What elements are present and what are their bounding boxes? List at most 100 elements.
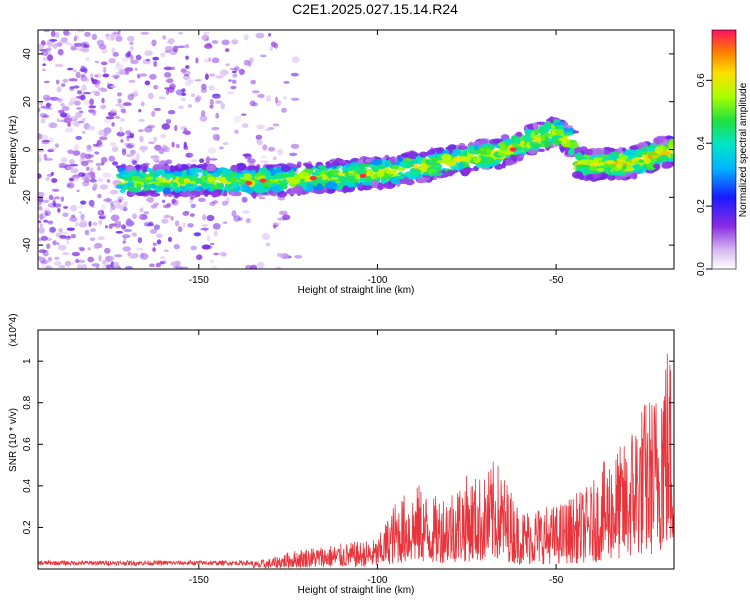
noise-blob: [141, 147, 145, 153]
noise-blob: [54, 63, 64, 68]
noise-blob: [96, 265, 99, 269]
noise-blob: [88, 171, 96, 176]
band-blob: [385, 169, 398, 175]
band-blob: [150, 183, 156, 190]
noise-blob: [199, 158, 205, 163]
band-blob: [189, 167, 200, 174]
noise-blob: [106, 82, 110, 89]
y-tick-label: -20: [22, 190, 33, 205]
noise-blob: [112, 51, 119, 57]
noise-blob: [69, 215, 77, 223]
band-blob: [585, 173, 594, 181]
band-blob: [320, 165, 325, 171]
band-blob: [287, 163, 297, 168]
noise-blob: [105, 255, 113, 262]
noise-blob: [182, 211, 190, 216]
noise-blob: [167, 110, 176, 115]
noise-blob: [50, 96, 59, 101]
noise-blob: [123, 237, 127, 242]
noise-blob: [103, 127, 112, 134]
bottom-x-axis-label: Height of straight line (km): [298, 585, 415, 596]
noise-blob: [47, 122, 57, 129]
noise-blob: [123, 102, 132, 106]
band-blob: [271, 185, 283, 193]
noise-blob: [153, 107, 161, 111]
noise-blob: [70, 116, 78, 122]
noise-blob: [252, 102, 258, 107]
band-blob: [409, 168, 422, 176]
noise-blob: [203, 31, 210, 35]
noise-blob: [86, 125, 96, 131]
noise-blob: [47, 43, 54, 48]
noise-blob: [55, 143, 59, 148]
band-blob: [469, 141, 474, 146]
noise-blob: [161, 218, 169, 224]
band-blob: [395, 175, 405, 180]
noise-blob: [187, 104, 193, 108]
noise-blob: [185, 55, 189, 60]
noise-blob: [61, 252, 70, 256]
noise-blob: [44, 265, 53, 269]
noise-blob: [171, 66, 176, 71]
band-blob: [137, 165, 142, 169]
noise-blob: [174, 220, 180, 227]
noise-blob: [41, 114, 50, 118]
noise-blob: [233, 116, 242, 123]
noise-blob: [70, 44, 74, 47]
noise-blob: [171, 141, 175, 148]
noise-blob: [53, 261, 62, 266]
noise-blob: [100, 88, 108, 92]
noise-blob: [121, 149, 127, 156]
noise-blob: [198, 197, 206, 202]
band-blob: [244, 170, 251, 174]
band-blob: [230, 164, 238, 172]
noise-blob: [64, 115, 72, 120]
noise-blob: [74, 258, 80, 264]
band-blob: [346, 182, 355, 188]
noise-blob: [281, 107, 287, 113]
band-blob: [331, 176, 339, 180]
noise-blob: [151, 110, 156, 117]
noise-blob: [269, 46, 273, 51]
noise-blob: [50, 171, 54, 176]
band-blob: [286, 189, 293, 194]
noise-blob: [242, 210, 250, 214]
y-tick-label: 0.2: [22, 520, 33, 534]
band-blob: [259, 188, 270, 193]
y-tick-label: 0: [22, 146, 33, 152]
noise-blob: [57, 244, 67, 251]
noise-blob: [213, 230, 218, 237]
band-blob: [473, 144, 480, 151]
noise-blob: [149, 229, 158, 234]
band-blob: [145, 190, 157, 194]
noise-blob: [43, 30, 50, 33]
band-blob: [567, 149, 575, 155]
noise-blob: [85, 77, 90, 83]
band-blob: [142, 165, 147, 173]
noise-blob: [78, 211, 82, 214]
spectrogram-panel: [38, 30, 674, 269]
noise-blob: [201, 34, 210, 42]
noise-blob: [195, 95, 202, 102]
noise-blob: [181, 92, 187, 97]
noise-blob: [231, 79, 237, 84]
noise-blob: [149, 73, 157, 80]
y-tick-label: 1: [22, 358, 33, 364]
noise-blob: [189, 197, 194, 200]
noise-blob: [158, 147, 165, 155]
band-blob: [274, 173, 283, 180]
noise-blob: [98, 210, 102, 215]
noise-blob: [85, 57, 91, 62]
band-blob: [127, 185, 137, 193]
noise-blob: [58, 265, 66, 268]
noise-blob: [152, 56, 159, 61]
noise-blob: [108, 58, 116, 64]
noise-blob: [88, 220, 92, 227]
noise-blob: [252, 90, 260, 94]
band-blob: [618, 146, 624, 153]
noise-blob: [51, 178, 58, 183]
band-blob: [499, 143, 507, 151]
noise-blob: [39, 134, 49, 141]
noise-blob: [56, 86, 62, 93]
noise-blob: [115, 71, 124, 75]
